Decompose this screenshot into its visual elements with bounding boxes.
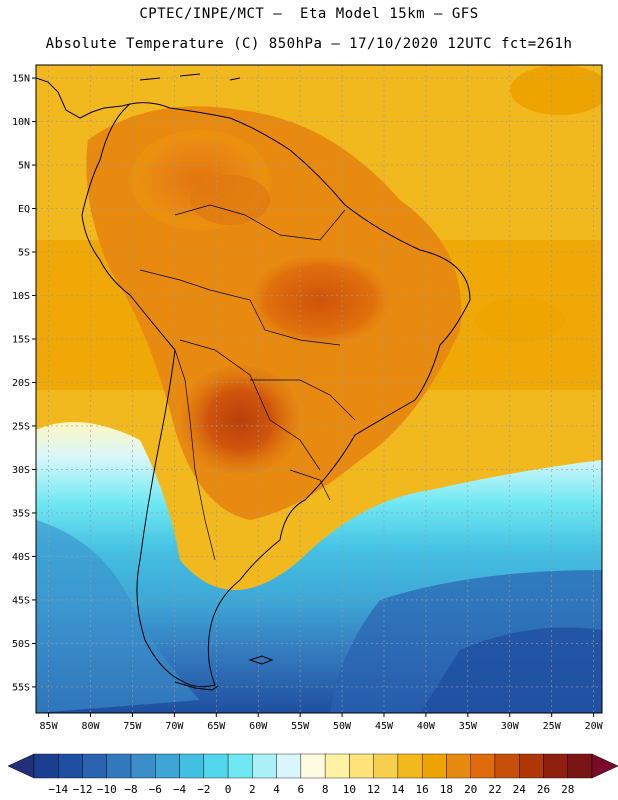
colorbar-bin (349, 753, 374, 779)
coastlines (36, 73, 471, 691)
lat-tick-label: 15S (12, 334, 30, 345)
colorbar-label: −4 (173, 783, 187, 796)
lat-tick-label: 30S (12, 465, 30, 476)
colorbar-label: 6 (298, 783, 305, 796)
lon-tick-label: 70W (165, 721, 184, 732)
tierra-del-fuego (174, 681, 219, 691)
colorbar-label: 0 (225, 783, 232, 796)
colorbar-label: 2 (249, 783, 256, 796)
country-borders (139, 204, 356, 561)
colorbar-bin (130, 753, 156, 779)
caribbean-islands (139, 73, 241, 81)
gridlines (36, 65, 602, 713)
colorbar-bin (470, 753, 496, 779)
central-america-coast (36, 77, 131, 119)
colorbar-label: 10 (343, 783, 356, 796)
map-frame (35, 64, 603, 714)
colorbar-label: 24 (513, 783, 527, 796)
colorbar-bin (421, 753, 447, 779)
colorbar-bin (106, 753, 132, 779)
colorbar-label: 4 (273, 783, 280, 796)
lat-tick-label: 10N (12, 117, 30, 128)
colorbar-label: −14 (48, 783, 68, 796)
lat-tick-label: 45S (12, 595, 30, 606)
colorbar-bin (446, 753, 471, 779)
colorbar-label: −12 (73, 783, 93, 796)
colorbar-bin (252, 753, 277, 779)
colorbar-bin (179, 753, 205, 779)
colorbar-label: 22 (488, 783, 501, 796)
colorbar-label: −8 (124, 783, 137, 796)
lat-tick-label: 55S (12, 682, 30, 693)
colorbar-bin (519, 753, 544, 779)
colorbar-bin (494, 753, 520, 779)
lat-tick-label: 15N (12, 74, 30, 85)
colorbar-label: 14 (391, 783, 405, 796)
lat-tick-label: 40S (12, 552, 30, 563)
colorbar: −14 −12 −10 −8 −6 −4 −2 0 2 4 6 8 10 12 14 16 18 20 22 24 26… (7, 753, 618, 796)
colorbar-label: −6 (149, 783, 162, 796)
lon-tick-label: 80W (81, 721, 100, 732)
lon-tick-label: 20W (585, 721, 604, 732)
colorbar-bin (203, 753, 229, 779)
lat-tick-label: EQ (18, 204, 30, 215)
colorbar-under-arrow (7, 753, 35, 779)
lon-tick-label: 25W (543, 721, 562, 732)
lon-tick-label: 40W (417, 721, 436, 732)
lon-tick-label: 45W (375, 721, 394, 732)
colorbar-label: 12 (367, 783, 380, 796)
chart-title-line2: Absolute Temperature (C) 850hPa – 17/10/… (45, 36, 573, 52)
lon-tick-label: 60W (249, 721, 268, 732)
colorbar-label: 16 (416, 783, 429, 796)
lat-tick-label: 10S (12, 291, 30, 302)
colorbar-label: −2 (197, 783, 210, 796)
colorbar-bin (543, 753, 568, 779)
colorbar-bin (276, 753, 302, 779)
lon-tick-label: 55W (291, 721, 310, 732)
colorbar-bin (82, 753, 107, 779)
colorbar-bin (58, 753, 83, 779)
lat-tick-label: 35S (12, 508, 30, 519)
colorbar-bin (397, 753, 423, 779)
colorbar-bin (324, 753, 350, 779)
colorbar-bin (33, 753, 59, 779)
lon-tick-label: 35W (459, 721, 478, 732)
colorbar-label: 28 (561, 783, 574, 796)
temperature-field (36, 65, 602, 713)
lon-tick-label: 75W (123, 721, 142, 732)
lat-tick-label: 25S (12, 421, 30, 432)
lon-tick-label: 85W (40, 721, 59, 732)
colorbar-label: 18 (440, 783, 453, 796)
colorbar-bin (227, 753, 253, 779)
lat-tick-label: 5N (18, 161, 30, 172)
colorbar-label: 20 (464, 783, 477, 796)
lon-tick-label: 65W (207, 721, 226, 732)
axis-ticks: 15N 10N 5N EQ 5S 10S 15S 20S 25S 30S 35S 40S 45S 50S 5… (12, 74, 604, 732)
colorbar-bin (373, 753, 399, 779)
lat-tick-label: 5S (18, 248, 30, 259)
chart-title-line1: CPTEC/INPE/MCT – Eta Model 15km – GFS (139, 6, 479, 22)
colorbar-label: −10 (97, 783, 117, 796)
lat-tick-label: 20S (12, 378, 30, 389)
colorbar-label: 26 (537, 783, 550, 796)
falklands (248, 655, 274, 665)
lat-tick-label: 50S (12, 639, 30, 650)
south-america-coast (81, 102, 471, 688)
colorbar-label: 8 (322, 783, 329, 796)
lon-tick-label: 30W (501, 721, 520, 732)
colorbar-bin (155, 753, 180, 779)
colorbar-bin (300, 753, 326, 779)
colorbar-bin (567, 753, 593, 779)
lon-tick-label: 50W (333, 721, 352, 732)
colorbar-over-arrow (591, 753, 618, 779)
